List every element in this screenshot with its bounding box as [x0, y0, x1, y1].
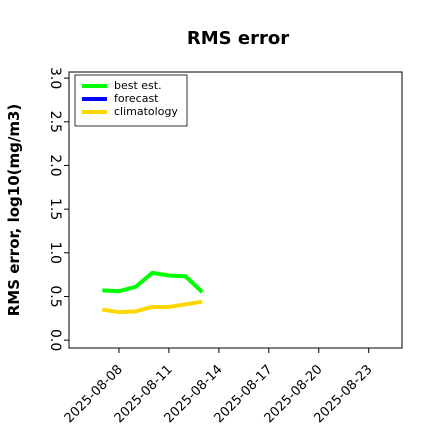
y-tick-label: 1.0 [47, 242, 63, 264]
chart-title: RMS error [187, 28, 289, 49]
y-tick-label: 0.5 [47, 285, 63, 307]
legend-label: climatology [114, 105, 178, 118]
plot-frame [68, 71, 403, 349]
data-line [102, 270, 204, 294]
y-tick-label: 2.5 [47, 111, 63, 133]
y-axis-label: RMS error, log10(mg/m3) [5, 104, 23, 317]
y-tick-label: 1.5 [47, 198, 63, 220]
y-tick-label: 3.0 [47, 67, 63, 89]
y-tick-label: 0.0 [47, 329, 63, 351]
data-line [101, 299, 203, 315]
legend-label: best est. [114, 79, 162, 92]
legend-label: forecast [114, 92, 159, 105]
y-tick-label: 2.0 [47, 154, 63, 176]
